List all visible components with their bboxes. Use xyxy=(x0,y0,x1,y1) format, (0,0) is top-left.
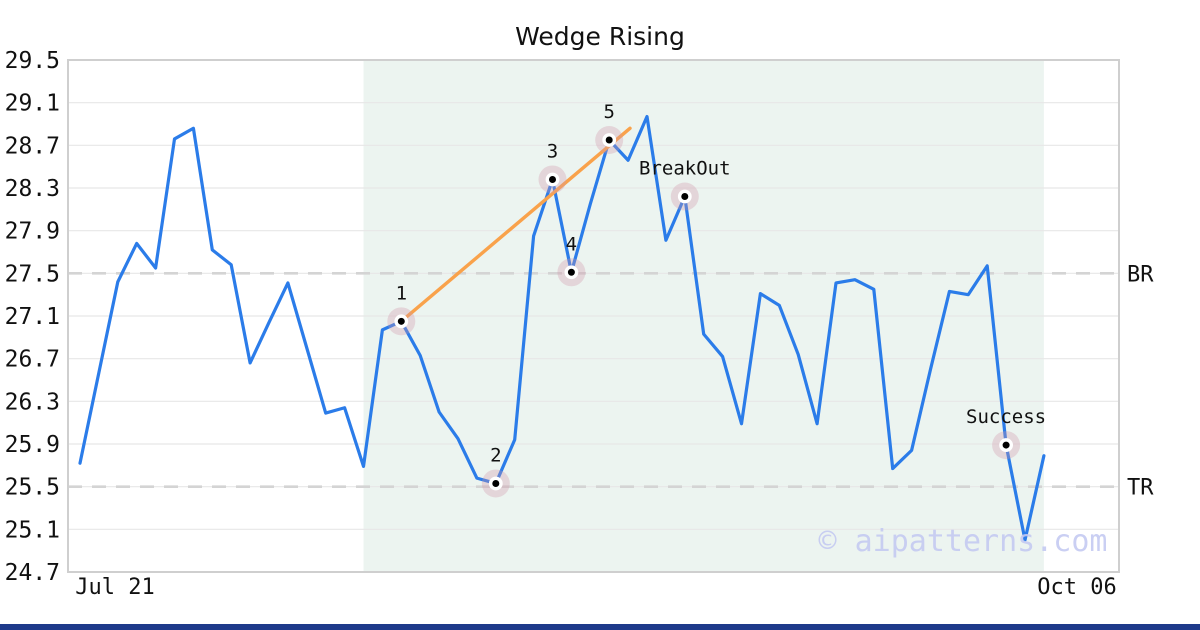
pattern-point-label: 1 xyxy=(396,282,407,304)
pattern-point-label: 3 xyxy=(547,140,558,162)
y-tick-label: 27.9 xyxy=(5,219,60,245)
y-tick-label: 25.9 xyxy=(5,432,60,458)
watermark: © aipatterns.com xyxy=(819,524,1108,559)
y-tick-label: 28.3 xyxy=(5,176,60,202)
pattern-point-dot xyxy=(999,438,1013,452)
pattern-point-dot xyxy=(602,133,617,147)
price-line xyxy=(78,114,1046,542)
y-tick-label: 29.1 xyxy=(5,91,60,117)
pattern-point-label: 4 xyxy=(566,233,577,255)
y-tick-label: 26.3 xyxy=(5,389,60,415)
pattern-point-label: BreakOut xyxy=(639,158,731,180)
brand-accent-bar xyxy=(0,624,1200,630)
pattern-point-label: Success xyxy=(966,406,1046,428)
pattern-point-dot xyxy=(488,476,503,491)
y-tick-label: 27.5 xyxy=(5,261,60,287)
x-tick-label: Oct 06 xyxy=(1037,575,1116,600)
y-tick-label: 26.7 xyxy=(5,347,60,373)
pattern-point-dot xyxy=(677,189,692,204)
y-tick-label: 28.7 xyxy=(5,133,60,159)
y-tick-label: 25.1 xyxy=(5,517,60,543)
pattern-point-dot xyxy=(545,172,560,187)
pattern-point-dot xyxy=(394,314,409,329)
x-tick-label: Jul 21 xyxy=(75,575,154,600)
wedge-trendline xyxy=(399,126,632,324)
y-tick-label: 24.7 xyxy=(5,560,60,586)
breakout-level-label: BR xyxy=(1127,262,1154,287)
pattern-point-label: 5 xyxy=(603,101,614,123)
y-tick-label: 25.5 xyxy=(5,475,60,501)
y-tick-label: 29.5 xyxy=(5,48,60,74)
target-level-label: TR xyxy=(1127,476,1154,501)
plot-border xyxy=(67,59,1120,573)
chart-title: Wedge Rising xyxy=(515,22,685,51)
pattern-point-dot xyxy=(564,265,579,280)
pattern-point-label: 2 xyxy=(490,444,501,466)
y-tick-label: 27.1 xyxy=(5,304,60,330)
